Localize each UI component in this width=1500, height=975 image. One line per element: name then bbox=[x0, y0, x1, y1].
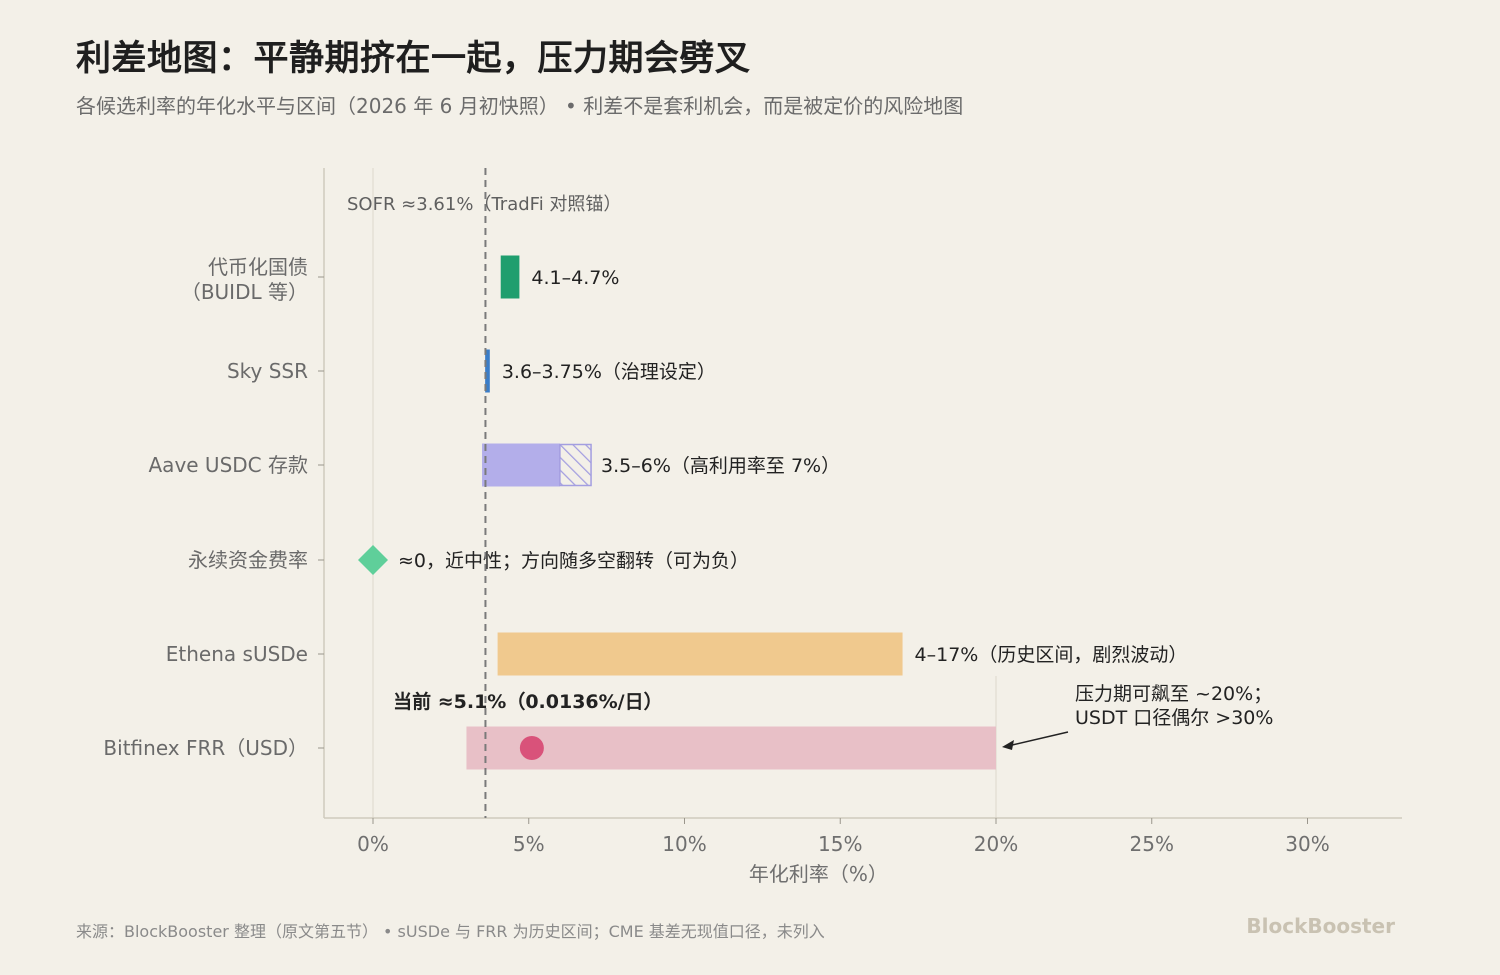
annotation-arrow-head bbox=[1002, 740, 1014, 750]
range-bar bbox=[466, 726, 996, 770]
x-tick-label: 5% bbox=[513, 832, 545, 856]
row-label: （BUIDL 等） bbox=[181, 280, 308, 304]
sofr-reference-label: SOFR ≈3.61%（TradFi 对照锚） bbox=[347, 194, 621, 215]
row-label: Aave USDC 存款 bbox=[149, 453, 309, 477]
row-label: 永续资金费率 bbox=[188, 548, 308, 572]
annotation-arrow-line bbox=[1007, 731, 1069, 747]
brand-watermark: BlockBooster bbox=[1246, 914, 1395, 938]
value-label: 4–17%（历史区间，剧烈波动） bbox=[915, 644, 1188, 666]
x-tick-label: 20% bbox=[974, 832, 1018, 856]
range-extension-bar bbox=[559, 443, 592, 487]
value-label: 4.1–4.7% bbox=[531, 267, 619, 289]
stress-annotation: 压力期可飙至 ~20%； bbox=[1075, 683, 1272, 705]
x-tick-label: 0% bbox=[357, 832, 389, 856]
row-label: Ethena sUSDe bbox=[166, 642, 308, 666]
x-tick-label: 10% bbox=[662, 832, 706, 856]
range-bar bbox=[482, 443, 560, 487]
current-value-label: 当前 ≈5.1%（0.0136%/日） bbox=[393, 690, 663, 713]
row-label: 代币化国债 bbox=[208, 255, 308, 279]
point-marker-diamond bbox=[358, 545, 388, 575]
chart-subtitle: 各候选利率的年化水平与区间（2026 年 6 月初快照） • 利差不是套利机会，… bbox=[76, 94, 964, 118]
x-axis-title: 年化利率（%） bbox=[749, 862, 888, 886]
range-bar bbox=[485, 349, 490, 393]
value-label: ≈0，近中性；方向随多空翻转（可为负） bbox=[398, 550, 749, 572]
x-tick-label: 30% bbox=[1285, 832, 1329, 856]
source-footnote: 来源：BlockBooster 整理（原文第五节） • sUSDe 与 FRR … bbox=[76, 922, 825, 941]
point-marker-circle bbox=[519, 736, 544, 760]
value-label: 3.5–6%（高利用率至 7%） bbox=[601, 455, 840, 477]
x-tick-label: 15% bbox=[818, 832, 862, 856]
stress-annotation: USDT 口径偶尔 >30% bbox=[1075, 707, 1273, 729]
chart-title: 利差地图：平静期挤在一起，压力期会劈叉 bbox=[76, 39, 751, 79]
range-bar bbox=[500, 255, 520, 299]
value-label: 3.6–3.75%（治理设定） bbox=[502, 361, 716, 383]
row-label: Bitfinex FRR（USD） bbox=[103, 736, 308, 760]
row-label: Sky SSR bbox=[227, 359, 308, 383]
x-tick-label: 25% bbox=[1130, 832, 1174, 856]
range-bar bbox=[497, 632, 903, 676]
